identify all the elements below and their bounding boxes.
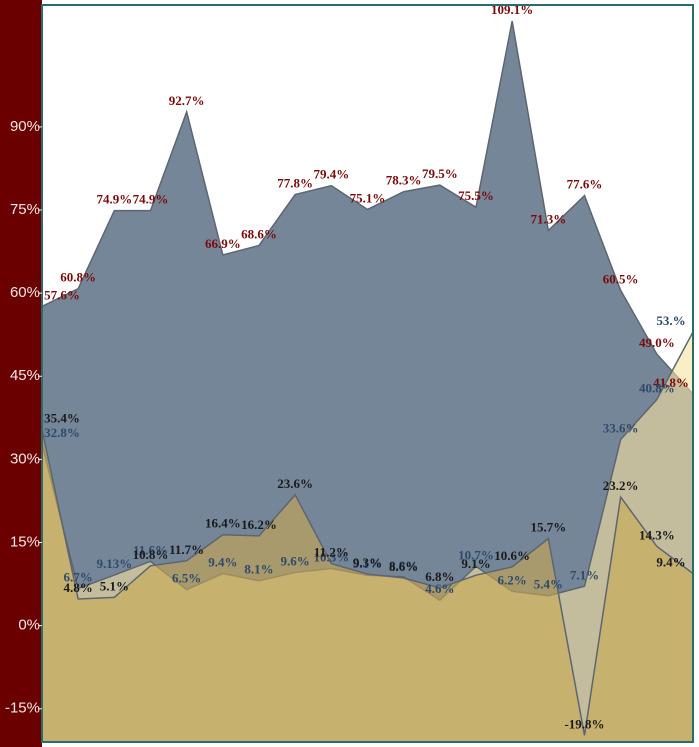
- data-label: 40.8%: [639, 381, 675, 396]
- data-label: 78.3%: [386, 173, 422, 188]
- data-label: 9.3%: [353, 555, 382, 570]
- y-tick-label: 45%: [10, 367, 40, 384]
- data-label: 66.9%: [205, 236, 241, 251]
- data-label: 77.6%: [567, 177, 603, 192]
- data-label: 60.5%: [603, 271, 639, 286]
- plot-border: [41, 4, 694, 743]
- data-label: 8.6%: [389, 559, 418, 574]
- data-label: 5.4%: [534, 577, 563, 592]
- data-label: 79.4%: [313, 167, 349, 182]
- data-label: 6.8%: [425, 569, 454, 584]
- data-label: 5.1%: [100, 578, 129, 593]
- data-label: 35.4%: [44, 410, 80, 425]
- y-tick-label: 60%: [10, 284, 40, 301]
- data-label: 11.7%: [169, 542, 204, 557]
- data-label: 74.9%: [96, 192, 132, 207]
- data-label: 14.3%: [639, 527, 675, 542]
- data-label: -19.8%: [564, 716, 604, 731]
- data-label: 6.2%: [498, 572, 527, 587]
- data-label: 33.6%: [603, 420, 639, 435]
- data-label: 75.5%: [458, 188, 494, 203]
- data-label: 60.8%: [60, 270, 96, 285]
- y-tick-label: -15%: [5, 700, 40, 717]
- area: [41, 429, 694, 743]
- data-label: 9.1%: [461, 556, 490, 571]
- data-label: 10.7%: [458, 547, 494, 562]
- data-label: 4.8%: [64, 580, 93, 595]
- data-label: 16.4%: [205, 516, 241, 531]
- data-label: 9.4%: [208, 555, 237, 570]
- data-label: 16.2%: [241, 517, 277, 532]
- data-label: 9.6%: [281, 553, 310, 568]
- y-tick-label: 90%: [10, 118, 40, 135]
- data-label: 71.3%: [530, 212, 566, 227]
- data-label: 11.2%: [314, 545, 349, 560]
- data-label: 7.1%: [570, 567, 599, 582]
- data-label: 53.%: [656, 313, 685, 328]
- data-label: 8.1%: [244, 562, 273, 577]
- data-label: 92.7%: [169, 93, 205, 108]
- data-label: 9.1%: [353, 556, 382, 571]
- y-tick-label: 75%: [10, 201, 40, 218]
- data-label: 77.8%: [277, 175, 313, 190]
- data-label: 11.6%: [133, 542, 168, 557]
- data-label: 23.6%: [277, 476, 313, 491]
- data-label: 79.5%: [422, 166, 458, 181]
- data-label: 41.8%: [653, 375, 689, 390]
- data-label: 68.6%: [241, 226, 277, 241]
- y-tick-label: 30%: [10, 450, 40, 467]
- y-tick-label: 0%: [18, 617, 40, 634]
- data-label: 6.5%: [172, 571, 201, 586]
- data-label: 49.0%: [639, 335, 675, 350]
- data-label: 9.13%: [96, 556, 132, 571]
- data-label: 32.8%: [44, 425, 80, 440]
- data-label: 4.6%: [425, 581, 454, 596]
- data-label: 8.8%: [389, 558, 418, 573]
- data-label: 75.1%: [350, 190, 386, 205]
- data-label: 74.9%: [133, 192, 169, 207]
- plot: 57.6% 60.8% 74.9% 74.9% 92.7% 66.9%68.6% 77.8%…: [41, 2, 694, 743]
- data-label: 57.6%: [44, 287, 80, 302]
- y-axis-band: [0, 0, 42, 747]
- data-label: 6.7%: [64, 569, 93, 584]
- data-label: 10.3%: [313, 550, 349, 565]
- data-label: 9.4%: [656, 555, 685, 570]
- y-tick-label: 15%: [10, 533, 40, 550]
- data-label: 23.2%: [603, 478, 639, 493]
- data-label: 15.7%: [530, 520, 566, 535]
- data-label: 10.8%: [133, 547, 169, 562]
- data-label: 10.6%: [494, 548, 530, 563]
